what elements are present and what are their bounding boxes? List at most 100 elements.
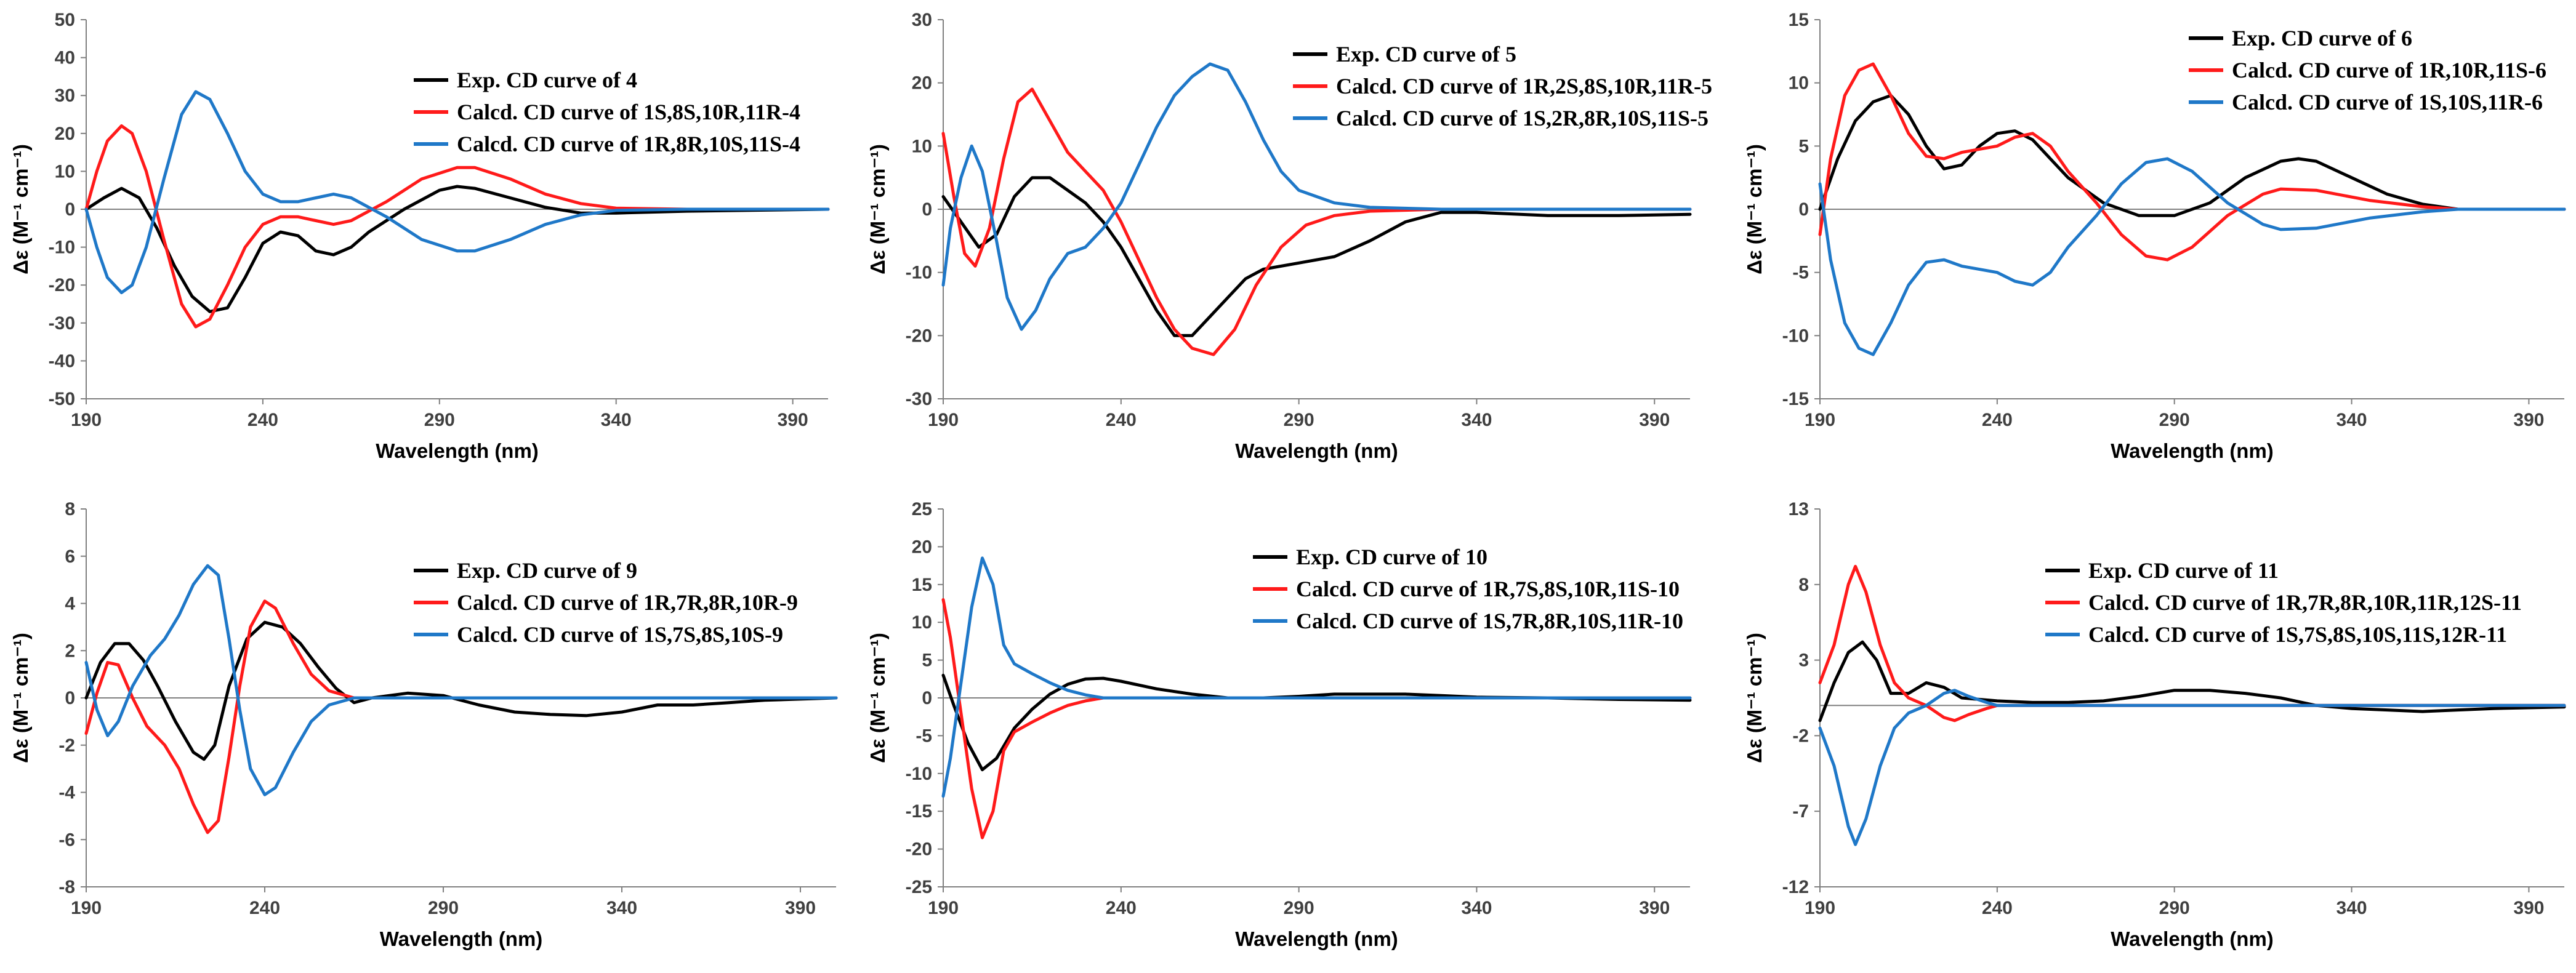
x-tick-label: 190 bbox=[71, 410, 102, 430]
series-line-3 bbox=[1818, 689, 2566, 846]
x-axis-title: Wavelength (nm) bbox=[380, 927, 543, 950]
cd-chart-5: -25 -20 -15 -10 -5 0 5 10 15 20 25 190 240 290 340 390 W… bbox=[866, 499, 1692, 950]
x-tick-label: 240 bbox=[248, 410, 278, 430]
series-line-1 bbox=[84, 620, 838, 761]
y-tick-label: -20 bbox=[49, 275, 75, 295]
y-tick-label: 8 bbox=[1798, 575, 1809, 595]
cd-chart-3: -15 -10 -5 0 5 10 15 190 240 290 340 390 Wavelength … bbox=[1743, 10, 2566, 462]
legend-entry-label: Exp. CD curve of 5 bbox=[1336, 42, 1516, 66]
y-axis-title: Δε (M⁻¹ cm⁻¹) bbox=[9, 144, 32, 274]
legend-entry-label: Calcd. CD curve of 1R,10R,11S-6 bbox=[2232, 58, 2546, 82]
y-tick-label: 0 bbox=[922, 688, 932, 708]
y-tick-label: -50 bbox=[49, 389, 75, 409]
cd-chart-6: -12 -7 -2 3 8 13 190 240 290 340 390 Wavelength (nm… bbox=[1743, 499, 2566, 950]
series-line-3 bbox=[941, 62, 1692, 331]
legend-entry-label: Calcd. CD curve of 1S,7R,8R,10S,11R-10 bbox=[1296, 609, 1683, 633]
y-tick-label: 10 bbox=[55, 161, 75, 182]
series-line-2 bbox=[84, 124, 830, 329]
x-tick-label: 290 bbox=[1284, 410, 1314, 430]
y-tick-label: -6 bbox=[58, 830, 75, 850]
x-axis-title: Wavelength (nm) bbox=[1235, 927, 1398, 950]
y-tick-label: -30 bbox=[906, 389, 932, 409]
legend: Exp. CD curve of 6 Calcd. CD curve of 1R,… bbox=[2189, 26, 2546, 114]
y-tick-label: 0 bbox=[922, 199, 932, 220]
y-tick-label: 0 bbox=[65, 688, 75, 708]
legend-entry-label: Exp. CD curve of 11 bbox=[2088, 558, 2279, 583]
y-tick-label: 4 bbox=[65, 594, 75, 614]
legend-entry-label: Exp. CD curve of 4 bbox=[457, 68, 637, 92]
y-tick-label: 50 bbox=[55, 10, 75, 30]
x-tick-label: 390 bbox=[1639, 898, 1670, 918]
y-tick-label: -5 bbox=[1792, 263, 1809, 283]
x-tick-label: 340 bbox=[601, 410, 632, 430]
legend-entry-label: Calcd. CD curve of 1S,7S,8S,10S-9 bbox=[457, 622, 783, 647]
y-tick-label: -10 bbox=[906, 764, 932, 784]
y-axis-title: Δε (M⁻¹ cm⁻¹) bbox=[9, 633, 32, 763]
legend-entry-label: Calcd. CD curve of 1R,2S,8S,10R,11R-5 bbox=[1336, 74, 1712, 98]
series-line-3 bbox=[941, 556, 1692, 798]
y-tick-label: 20 bbox=[55, 124, 75, 144]
x-tick-label: 390 bbox=[2513, 898, 2544, 918]
legend-entry-label: Exp. CD curve of 6 bbox=[2232, 26, 2412, 50]
cd-chart-1: -50 -40 -30 -20 -10 0 10 20 30 40 50 190 240 290 340 39… bbox=[9, 10, 830, 462]
legend-entry-label: Calcd. CD curve of 1S,8S,10R,11R-4 bbox=[457, 100, 800, 124]
y-tick-label: -4 bbox=[58, 783, 75, 803]
x-axis-title: Wavelength (nm) bbox=[2111, 927, 2274, 950]
y-tick-label: -2 bbox=[58, 735, 75, 756]
x-tick-label: 390 bbox=[785, 898, 816, 918]
y-tick-label: -25 bbox=[906, 877, 932, 897]
series-line-1 bbox=[941, 673, 1692, 772]
y-tick-label: -12 bbox=[1782, 877, 1809, 897]
x-tick-label: 190 bbox=[1805, 898, 1835, 918]
y-tick-label: -15 bbox=[906, 801, 932, 822]
y-tick-label: 25 bbox=[912, 499, 932, 519]
x-tick-label: 390 bbox=[2513, 410, 2544, 430]
x-axis-title: Wavelength (nm) bbox=[376, 439, 539, 462]
legend: Exp. CD curve of 4 Calcd. CD curve of 1S,… bbox=[414, 68, 800, 156]
y-tick-label: 30 bbox=[912, 10, 932, 30]
x-tick-label: 290 bbox=[1284, 898, 1314, 918]
series-line-3 bbox=[1818, 157, 2566, 356]
cd-chart-2: -30 -20 -10 0 10 20 30 190 240 290 340 390 Wavelengt… bbox=[866, 10, 1712, 462]
x-tick-label: 340 bbox=[606, 898, 637, 918]
series-line-1 bbox=[84, 185, 830, 313]
y-tick-label: 10 bbox=[912, 136, 932, 156]
y-tick-label: -7 bbox=[1792, 801, 1809, 822]
legend-entry-label: Calcd. CD curve of 1S,2R,8R,10S,11S-5 bbox=[1336, 106, 1709, 130]
x-tick-label: 240 bbox=[1106, 410, 1137, 430]
legend: Exp. CD curve of 9 Calcd. CD curve of 1R,… bbox=[414, 558, 798, 647]
x-tick-label: 190 bbox=[928, 898, 959, 918]
series-line-3 bbox=[84, 90, 830, 294]
legend-entry-label: Calcd. CD curve of 1S,7S,8S,10S,11S,12R-… bbox=[2088, 622, 2507, 647]
y-axis-title: Δε (M⁻¹ cm⁻¹) bbox=[866, 144, 889, 274]
x-tick-label: 190 bbox=[71, 898, 102, 918]
x-tick-label: 290 bbox=[2159, 410, 2190, 430]
cd-chart-4: -8 -6 -4 -2 0 2 4 6 8 190 240 290 340 390 Wavelength (… bbox=[9, 499, 838, 950]
y-tick-label: -20 bbox=[906, 839, 932, 860]
x-tick-label: 290 bbox=[424, 410, 455, 430]
x-tick-label: 290 bbox=[428, 898, 459, 918]
y-tick-label: 5 bbox=[922, 651, 932, 671]
series-line-2 bbox=[84, 599, 838, 835]
y-tick-label: 2 bbox=[65, 641, 75, 661]
series-line-3 bbox=[84, 564, 838, 796]
y-tick-label: -5 bbox=[916, 726, 932, 746]
legend: Exp. CD curve of 10 Calcd. CD curve of 1R… bbox=[1253, 545, 1683, 633]
x-tick-label: 390 bbox=[778, 410, 808, 430]
x-tick-label: 240 bbox=[1982, 410, 2013, 430]
y-tick-label: 8 bbox=[65, 499, 75, 519]
y-tick-label: -40 bbox=[49, 351, 75, 371]
y-axis-title: Δε (M⁻¹ cm⁻¹) bbox=[1743, 144, 1766, 274]
y-tick-label: 15 bbox=[1789, 10, 1809, 30]
x-tick-label: 190 bbox=[928, 410, 959, 430]
legend-entry-label: Exp. CD curve of 10 bbox=[1296, 545, 1487, 569]
y-axis-title: Δε (M⁻¹ cm⁻¹) bbox=[866, 633, 889, 763]
y-tick-label: 30 bbox=[55, 86, 75, 106]
x-axis-title: Wavelength (nm) bbox=[1235, 439, 1398, 462]
legend-entry-label: Exp. CD curve of 9 bbox=[457, 558, 637, 583]
series-line-1 bbox=[1818, 640, 2566, 723]
series-line-1 bbox=[1818, 94, 2566, 217]
y-tick-label: 0 bbox=[65, 199, 75, 220]
y-tick-label: 10 bbox=[1789, 73, 1809, 94]
